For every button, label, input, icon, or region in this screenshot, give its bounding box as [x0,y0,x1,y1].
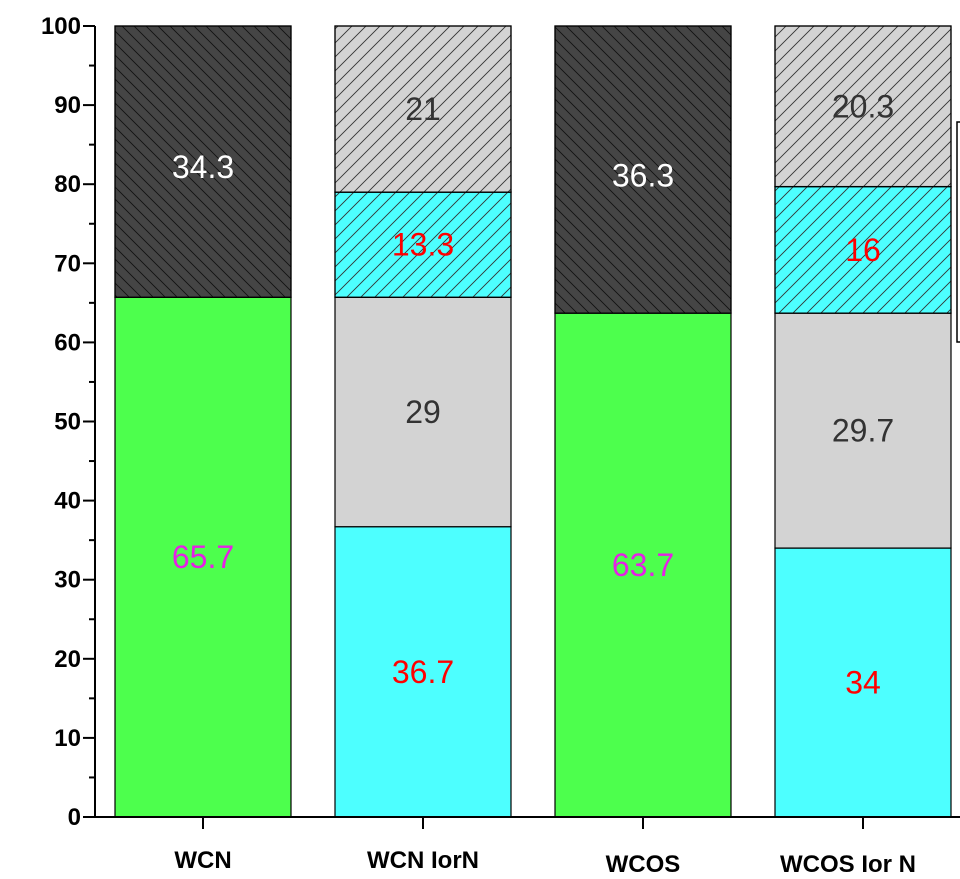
x-tick-label-0: WCN [174,847,231,874]
axes-layer: 0 10 20 30 40 50 60 70 80 90 100 WCN WCN IorN WCOS WCO… [41,13,960,878]
x-tick-label-3: WCOS Ior N [780,851,916,878]
data-label-1-3: 21 [405,91,441,127]
bar-segment-1-0 [334,526,512,818]
y-tick-label-90: 90 [54,92,81,119]
y-tick-label-60: 60 [54,329,81,356]
x-tick-label-2: WCOS [606,851,681,878]
bar-segment-hatch-0-1 [114,25,292,298]
bar-segment-hatch-1-3 [334,25,512,193]
legend-box [956,121,960,343]
y-tick-label-20: 20 [54,646,81,673]
bars-layer [114,25,952,818]
data-label-1-0: 36.7 [392,654,454,690]
data-label-3-1: 29.7 [832,413,894,449]
y-tick-label-40: 40 [54,488,81,515]
data-label-2-0: 63.7 [612,547,674,583]
x-tick-label-1: WCN IorN [367,847,479,874]
data-label-3-2: 16 [845,232,881,268]
y-tick-label-30: 30 [54,567,81,594]
data-label-1-2: 13.3 [392,227,454,263]
y-tick-label-50: 50 [54,409,81,436]
y-tick-label-70: 70 [54,250,81,277]
data-label-2-1: 36.3 [612,157,674,193]
y-tick-label-80: 80 [54,171,81,198]
data-label-0-1: 34.3 [172,149,234,185]
labels-layer: 65.7 34.3 36.7 29 13.3 21 63.7 36.3 34 29.7 16 20.3 [172,88,894,700]
data-label-1-1: 29 [405,394,441,430]
bar-segment-3-1 [774,312,952,549]
bar-segment-hatch-3-2 [774,185,952,314]
data-label-0-0: 65.7 [172,539,234,575]
bar-segment-2-0 [554,312,732,818]
bar-segment-0-0 [114,296,292,818]
y-tick-label-100: 100 [41,13,81,40]
data-label-3-0: 34 [845,665,881,701]
y-tick-label-0: 0 [68,804,81,831]
bar-segment-3-0 [774,547,952,818]
bar-segment-hatch-3-3 [774,25,952,188]
bar-segment-hatch-2-1 [554,25,732,314]
data-label-3-3: 20.3 [832,88,894,124]
y-tick-label-10: 10 [54,725,81,752]
